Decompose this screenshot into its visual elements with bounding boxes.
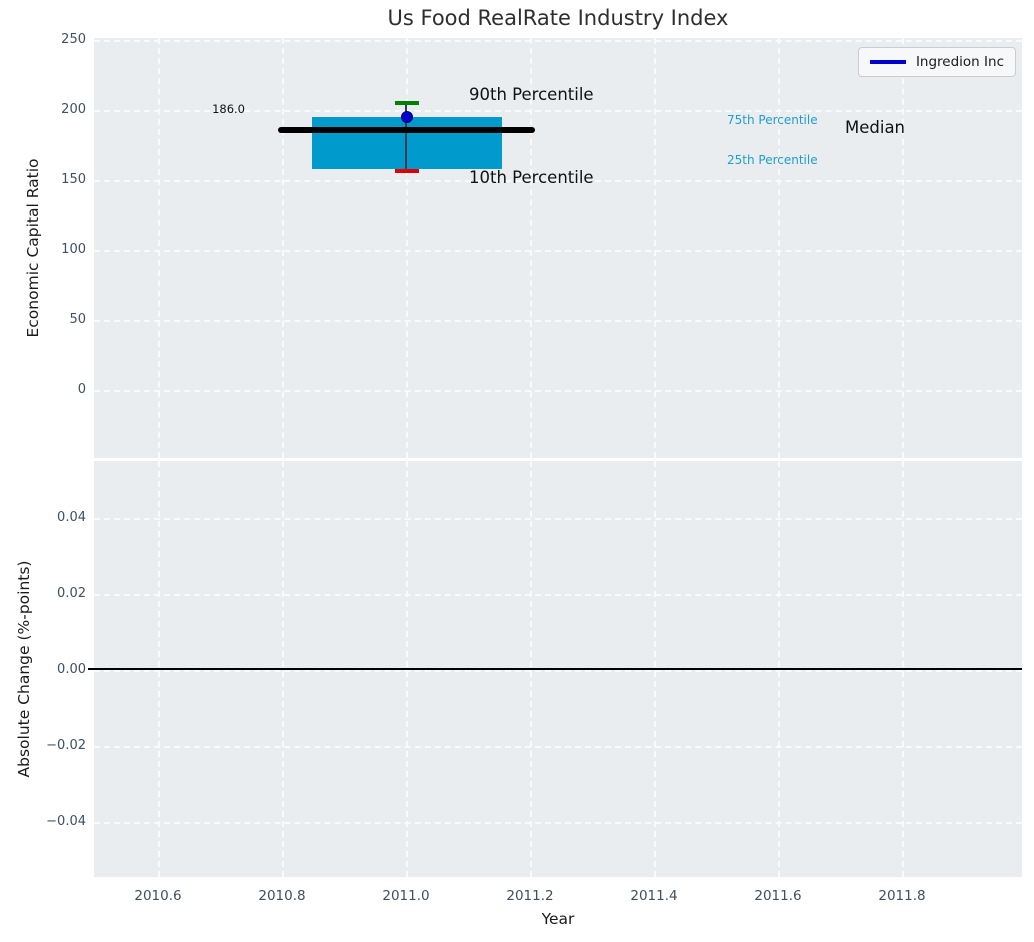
x-tick: 2011.8 (878, 888, 926, 904)
top-axes: 186.0 90th Percentile 10th Percentile 75… (94, 38, 1022, 458)
top-y-axis-label: Economic Capital Ratio (24, 158, 42, 338)
gridline-h (94, 746, 1022, 748)
company-data-point (401, 111, 413, 123)
x-tick: 2011.2 (506, 888, 554, 904)
gridline-v (654, 38, 656, 458)
gridline-h (94, 390, 1022, 392)
gridline-v (530, 38, 532, 458)
gridline-h (94, 594, 1022, 596)
y-tick: 50 (69, 312, 86, 327)
p90-cap (395, 101, 419, 105)
whisker-line (405, 102, 407, 172)
y-tick: 100 (61, 242, 86, 257)
bottom-y-axis-label: Absolute Change (%-points) (15, 560, 33, 778)
gridline-h (94, 320, 1022, 322)
y-tick: 0 (77, 382, 86, 397)
chart-title: Us Food RealRate Industry Index (387, 6, 729, 30)
x-axis-label: Year (541, 910, 575, 928)
x-tick: 2011.4 (630, 888, 678, 904)
legend-label: Ingredion Inc (915, 54, 1004, 70)
gridline-h (94, 110, 1022, 112)
y-tick: 0.02 (57, 586, 86, 601)
gridline-v (158, 38, 160, 458)
gridline-v (778, 38, 780, 458)
x-tick: 2010.6 (134, 888, 182, 904)
gridline-v (902, 38, 904, 458)
x-tick: 2011.0 (382, 888, 430, 904)
y-tick: 200 (61, 102, 86, 117)
p75-label: 75th Percentile (727, 113, 818, 127)
gridline-h (94, 670, 1022, 672)
p10-cap (395, 169, 419, 173)
gridline-h (94, 822, 1022, 824)
bottom-axes (88, 461, 1022, 877)
gridline-v (282, 38, 284, 458)
y-tick: 150 (61, 172, 86, 187)
gridline-h (94, 40, 1022, 42)
y-tick: 0.04 (57, 510, 86, 525)
p25-label: 25th Percentile (727, 153, 818, 167)
legend-line-sample-icon (869, 60, 906, 64)
p90-label: 90th Percentile (469, 85, 594, 104)
interquartile-box (312, 117, 502, 169)
x-tick: 2011.6 (754, 888, 802, 904)
y-tick: −0.04 (46, 814, 86, 829)
y-tick: 0.00 (57, 662, 86, 677)
median-value-annotation: 186.0 (212, 102, 245, 116)
zero-reference-line (88, 668, 1022, 670)
y-tick: 250 (61, 32, 86, 47)
gridline-h (94, 250, 1022, 252)
median-line (278, 127, 535, 133)
gridline-h (94, 180, 1022, 182)
gridline-h (94, 518, 1022, 520)
legend: Ingredion Inc (857, 47, 1016, 77)
x-tick: 2010.8 (258, 888, 306, 904)
y-tick: −0.02 (46, 738, 86, 753)
median-label: Median (845, 118, 906, 137)
gridline-v (406, 38, 408, 458)
p10-label: 10th Percentile (469, 168, 594, 187)
